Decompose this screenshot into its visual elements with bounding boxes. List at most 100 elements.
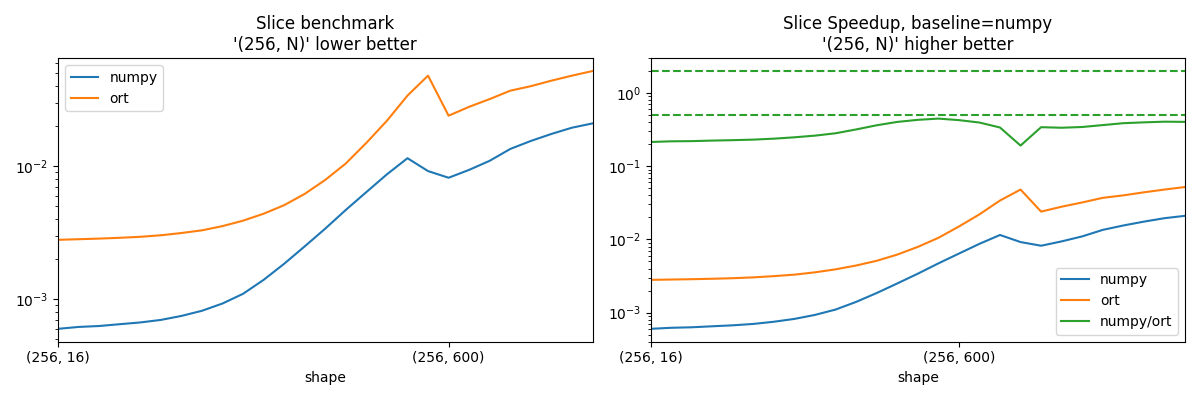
numpy	[71, 324, 85, 329]
ort	[726, 276, 740, 281]
numpy	[257, 278, 271, 282]
numpy	[298, 244, 312, 249]
numpy	[565, 125, 580, 130]
X-axis label: shape: shape	[896, 371, 938, 385]
ort	[401, 93, 415, 98]
ort	[992, 198, 1007, 203]
numpy/ort	[726, 138, 740, 142]
numpy/ort	[972, 120, 986, 125]
numpy	[523, 138, 538, 143]
Title: Slice Speedup, baseline=numpy
'(256, N)' higher better: Slice Speedup, baseline=numpy '(256, N)'…	[784, 15, 1052, 54]
ort	[174, 231, 188, 236]
numpy	[1157, 216, 1171, 220]
numpy/ort	[1034, 125, 1049, 130]
numpy	[726, 323, 740, 328]
numpy/ort	[870, 123, 884, 128]
numpy	[848, 300, 863, 304]
ort	[808, 270, 822, 275]
numpy	[828, 307, 842, 312]
numpy	[154, 318, 168, 322]
numpy	[890, 281, 905, 286]
numpy/ort	[1013, 143, 1027, 148]
numpy	[746, 322, 761, 326]
numpy	[767, 319, 781, 324]
ort	[92, 236, 107, 241]
numpy	[113, 322, 127, 327]
Legend: numpy, ort, numpy/ort: numpy, ort, numpy/ort	[1056, 268, 1178, 335]
ort	[442, 113, 456, 118]
ort	[154, 233, 168, 238]
numpy/ort	[911, 118, 925, 122]
ort	[848, 263, 863, 268]
numpy/ort	[1136, 120, 1151, 125]
ort	[767, 274, 781, 278]
numpy	[1013, 240, 1027, 244]
ort	[462, 104, 476, 109]
ort	[1034, 209, 1049, 214]
Legend: numpy, ort: numpy, ort	[65, 65, 163, 111]
ort	[828, 267, 842, 272]
numpy	[911, 271, 925, 276]
numpy	[359, 190, 373, 194]
numpy	[462, 168, 476, 172]
numpy	[684, 325, 698, 330]
ort	[565, 73, 580, 78]
ort	[523, 84, 538, 88]
ort	[1075, 200, 1090, 205]
numpy	[952, 251, 966, 256]
ort	[194, 228, 209, 233]
numpy	[643, 326, 658, 331]
Line: ort: ort	[650, 187, 1186, 280]
numpy	[277, 261, 292, 266]
numpy	[544, 132, 558, 136]
ort	[911, 244, 925, 249]
ort	[972, 212, 986, 217]
numpy	[318, 226, 332, 231]
ort	[1116, 193, 1130, 198]
numpy/ort	[1075, 124, 1090, 129]
numpy/ort	[643, 140, 658, 144]
ort	[1178, 185, 1193, 190]
numpy	[706, 324, 720, 329]
numpy	[379, 172, 394, 177]
numpy	[808, 312, 822, 317]
ort	[952, 224, 966, 229]
ort	[236, 218, 251, 223]
ort	[664, 277, 678, 282]
ort	[113, 236, 127, 240]
ort	[482, 97, 497, 102]
ort	[890, 252, 905, 257]
ort	[586, 69, 600, 74]
numpy	[215, 301, 229, 306]
Line: numpy: numpy	[650, 216, 1186, 329]
ort	[684, 277, 698, 282]
ort	[544, 78, 558, 83]
numpy/ort	[1178, 120, 1193, 124]
numpy	[1075, 234, 1090, 239]
ort	[379, 118, 394, 123]
numpy	[482, 158, 497, 163]
ort	[298, 192, 312, 196]
ort	[1013, 187, 1027, 192]
numpy/ort	[1096, 123, 1110, 128]
numpy	[442, 175, 456, 180]
numpy	[972, 242, 986, 246]
numpy/ort	[684, 139, 698, 144]
ort	[50, 238, 65, 242]
numpy	[1096, 228, 1110, 232]
ort	[133, 234, 148, 239]
ort	[277, 203, 292, 208]
numpy	[1136, 219, 1151, 224]
ort	[503, 88, 517, 93]
numpy	[236, 292, 251, 296]
numpy	[1116, 223, 1130, 228]
numpy/ort	[952, 118, 966, 122]
numpy/ort	[848, 127, 863, 132]
numpy	[503, 146, 517, 151]
numpy	[174, 314, 188, 318]
numpy/ort	[1116, 121, 1130, 126]
ort	[1055, 204, 1069, 209]
numpy	[401, 156, 415, 161]
numpy	[50, 326, 65, 331]
numpy	[586, 121, 600, 126]
